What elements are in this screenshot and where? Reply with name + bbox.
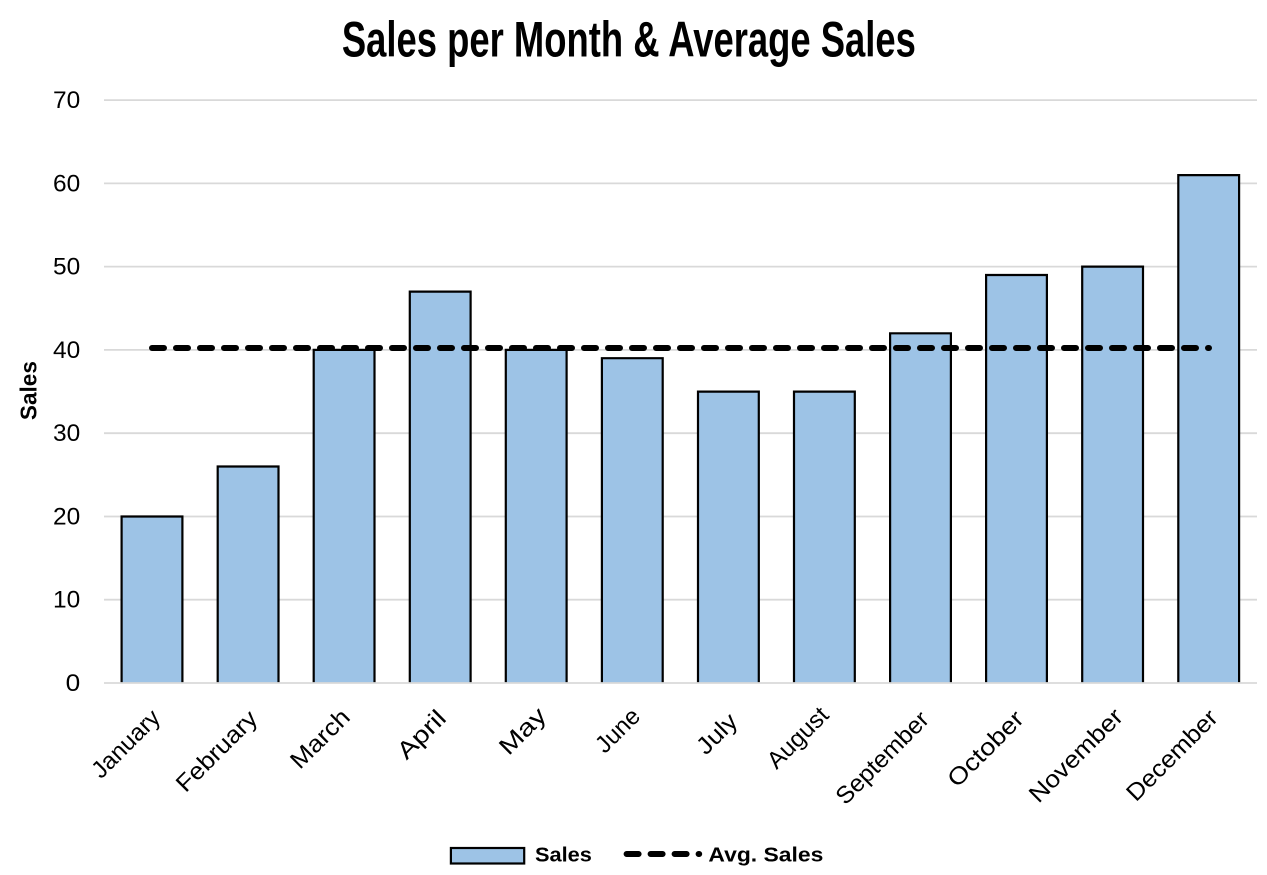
svg-text:40: 40 xyxy=(53,337,80,364)
svg-text:60: 60 xyxy=(53,170,80,197)
svg-text:Sales: Sales xyxy=(16,361,42,420)
svg-text:Sales per Month & Average Sale: Sales per Month & Average Sales xyxy=(342,12,916,68)
svg-text:0: 0 xyxy=(66,670,81,697)
svg-text:20: 20 xyxy=(53,504,80,531)
svg-text:30: 30 xyxy=(53,420,80,447)
svg-text:50: 50 xyxy=(53,254,80,281)
svg-text:Sales: Sales xyxy=(535,844,592,867)
svg-text:10: 10 xyxy=(53,587,80,614)
svg-text:70: 70 xyxy=(53,87,80,114)
svg-text:Avg. Sales: Avg. Sales xyxy=(708,844,823,867)
